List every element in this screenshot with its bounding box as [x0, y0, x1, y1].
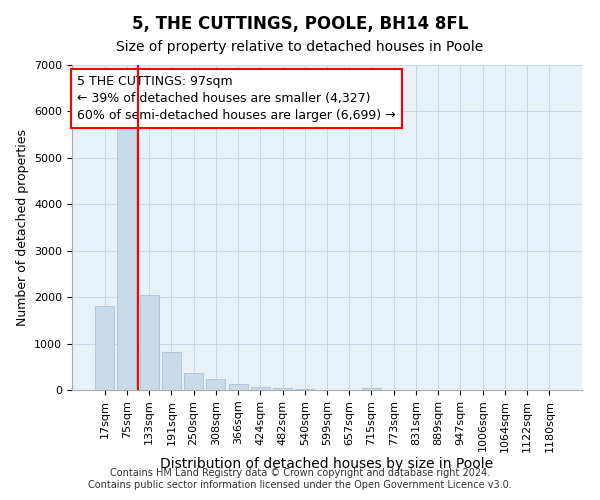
Bar: [206, 380, 225, 390]
Bar: [162, 352, 181, 390]
Bar: [118, 123, 136, 390]
Y-axis label: Number of detached properties: Number of detached properties: [16, 129, 29, 326]
Text: Size of property relative to detached houses in Poole: Size of property relative to detached ho…: [116, 40, 484, 54]
X-axis label: Distribution of detached houses by size in Poole: Distribution of detached houses by size …: [160, 458, 494, 471]
Bar: [251, 387, 270, 390]
Bar: [184, 373, 203, 390]
Bar: [362, 388, 381, 390]
Bar: [95, 306, 114, 390]
Text: 5, THE CUTTINGS, POOLE, BH14 8FL: 5, THE CUTTINGS, POOLE, BH14 8FL: [132, 15, 468, 33]
Text: Contains HM Land Registry data © Crown copyright and database right 2024.
Contai: Contains HM Land Registry data © Crown c…: [88, 468, 512, 490]
Bar: [273, 388, 292, 390]
Bar: [229, 384, 248, 390]
Bar: [140, 295, 158, 390]
Text: 5 THE CUTTINGS: 97sqm
← 39% of detached houses are smaller (4,327)
60% of semi-d: 5 THE CUTTINGS: 97sqm ← 39% of detached …: [77, 74, 396, 122]
Bar: [295, 389, 314, 390]
